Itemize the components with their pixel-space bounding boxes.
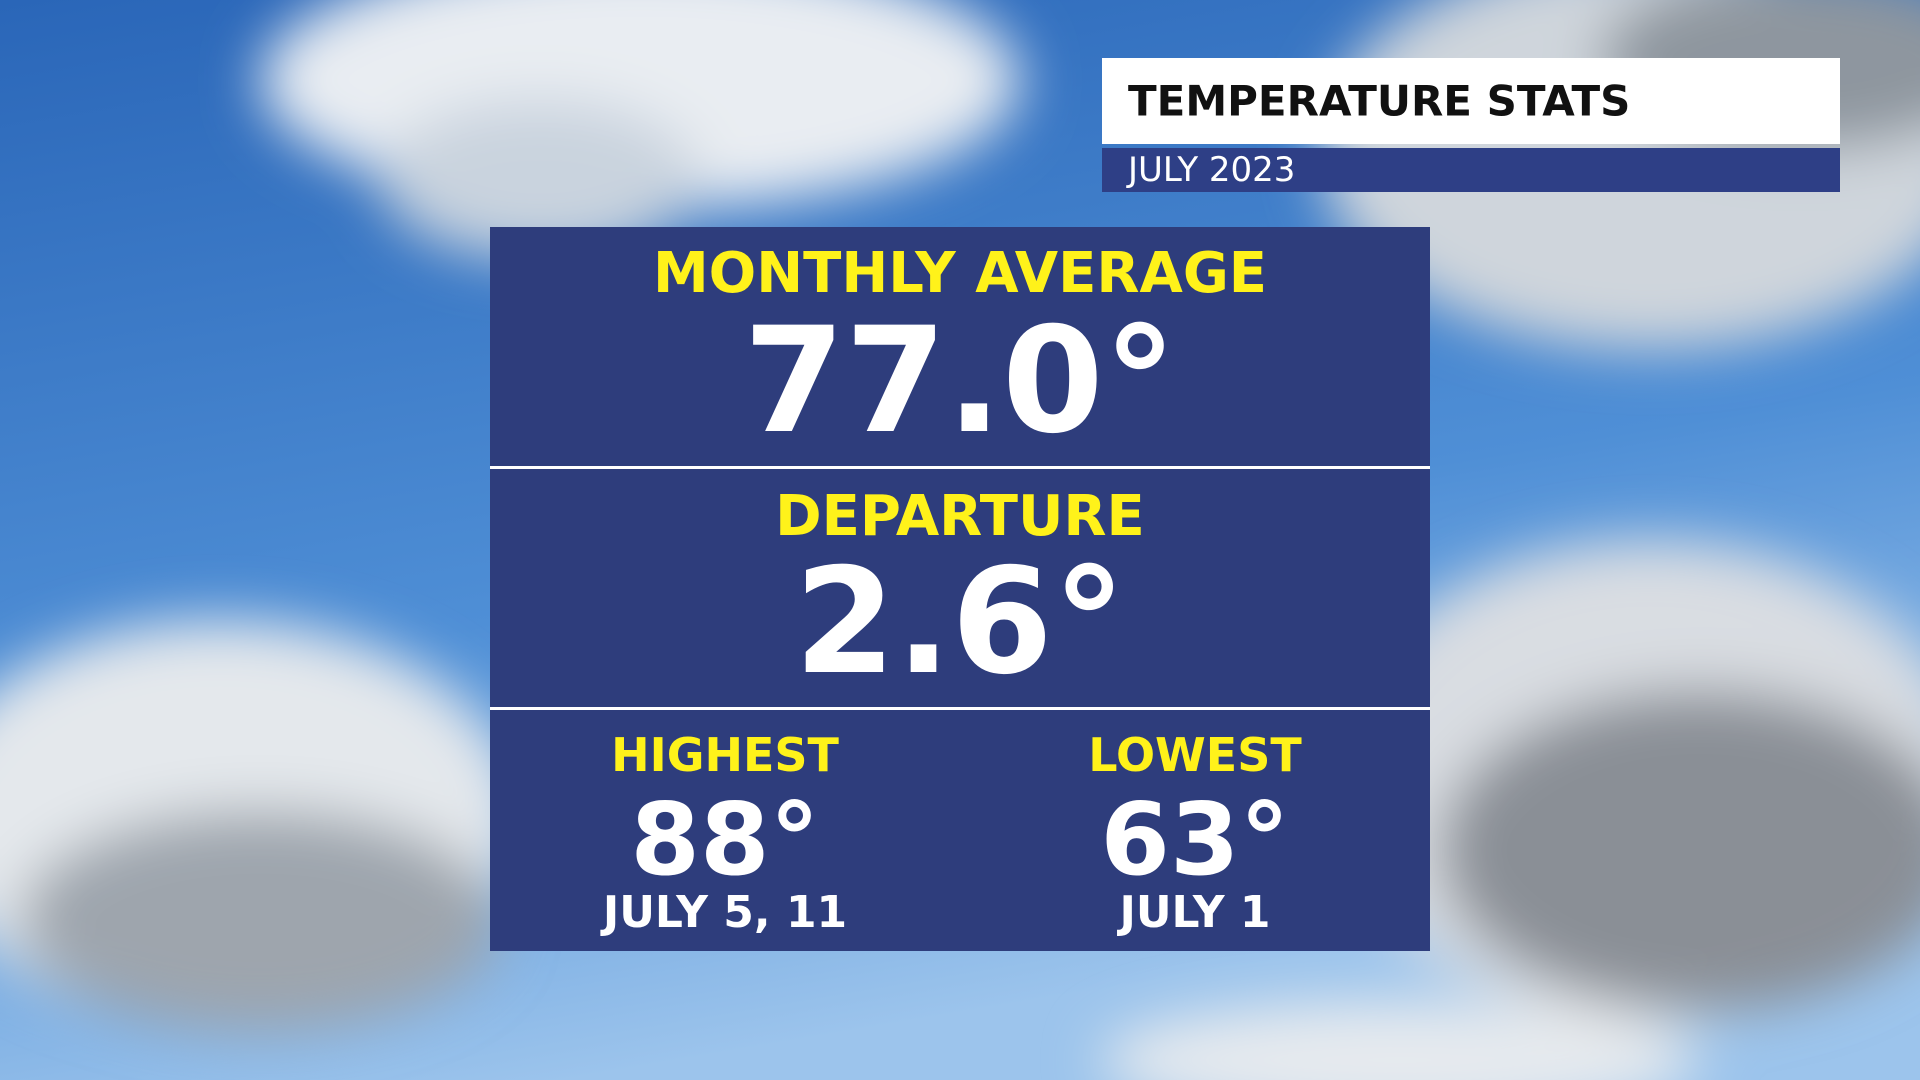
subheader-box: JULY 2023 bbox=[1102, 148, 1840, 192]
average-label: MONTHLY AVERAGE bbox=[652, 241, 1268, 306]
lowest-label: LOWEST bbox=[1088, 728, 1302, 782]
lowest-date: JULY 1 bbox=[1119, 887, 1271, 938]
lowest-block: LOWEST 63° JULY 1 bbox=[960, 227, 1430, 951]
average-value: 77.0° bbox=[743, 296, 1177, 466]
divider bbox=[490, 466, 1430, 469]
header-subtitle: JULY 2023 bbox=[1128, 150, 1296, 190]
highest-value: 88° bbox=[630, 781, 820, 898]
highest-label: HIGHEST bbox=[611, 728, 839, 782]
highest-block: HIGHEST 88° JULY 5, 11 bbox=[490, 227, 960, 951]
divider bbox=[490, 707, 1430, 710]
stats-panel: MONTHLY AVERAGE 77.0° DEPARTURE 2.6° HIG… bbox=[490, 227, 1430, 951]
departure-label: DEPARTURE bbox=[775, 484, 1145, 549]
departure-value: 2.6° bbox=[794, 537, 1126, 707]
header-title: TEMPERATURE STATS bbox=[1128, 76, 1631, 126]
highest-date: JULY 5, 11 bbox=[602, 887, 848, 938]
header-box: TEMPERATURE STATS bbox=[1102, 58, 1840, 144]
lowest-value: 63° bbox=[1100, 781, 1290, 898]
